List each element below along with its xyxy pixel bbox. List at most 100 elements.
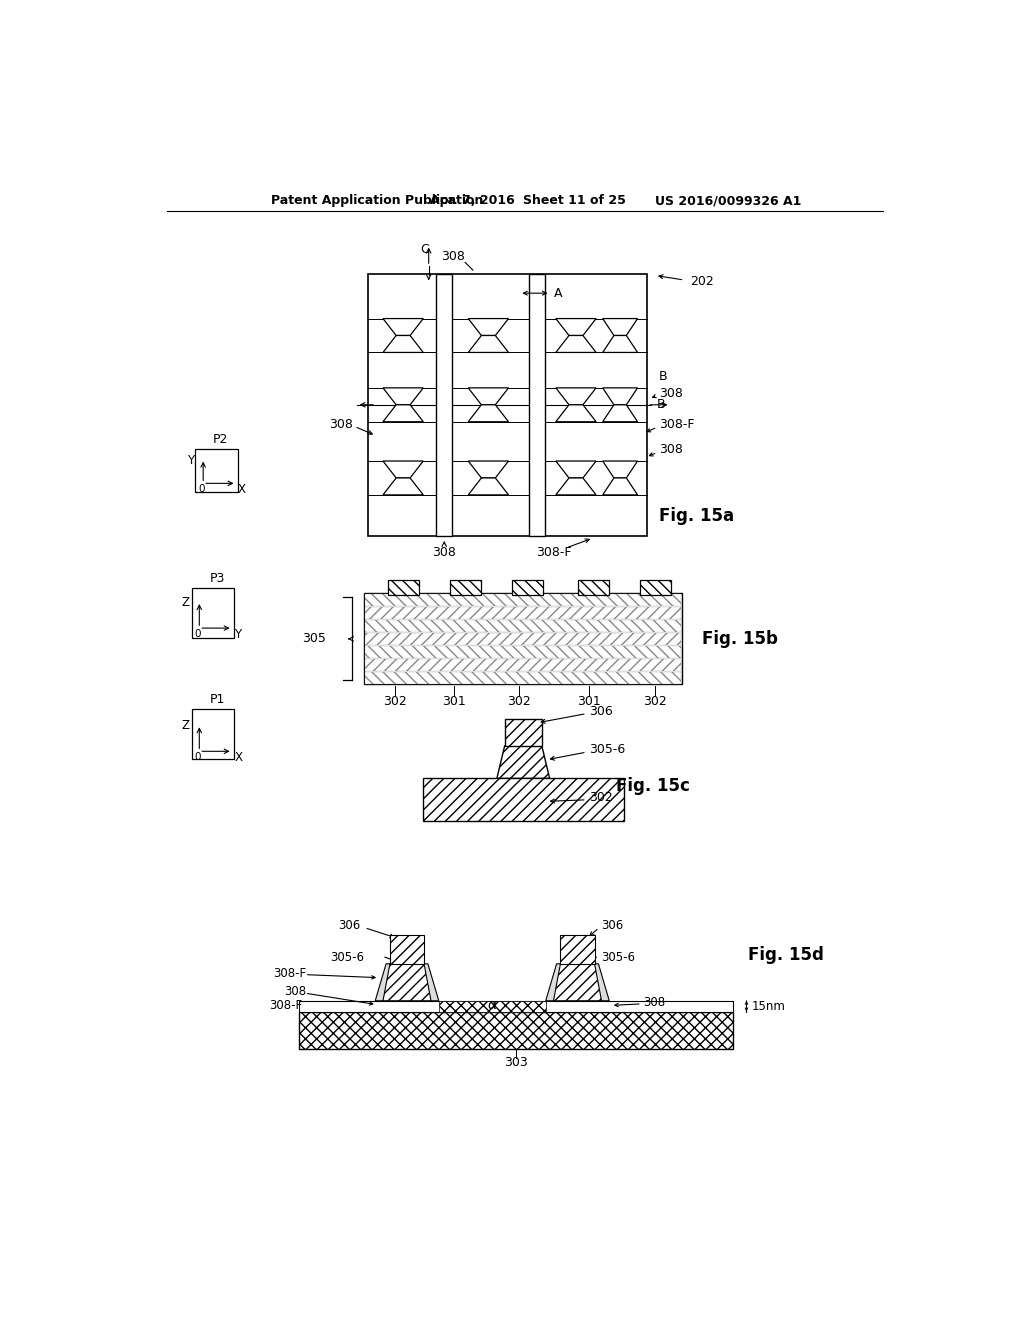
Polygon shape xyxy=(468,478,509,495)
Polygon shape xyxy=(603,461,638,478)
Bar xyxy=(450,579,480,595)
Bar xyxy=(366,645,681,659)
Text: 305-6: 305-6 xyxy=(601,952,635,964)
Text: Y: Y xyxy=(186,454,194,467)
Polygon shape xyxy=(383,318,423,335)
Text: 301: 301 xyxy=(441,694,465,708)
Text: 308: 308 xyxy=(658,444,683,455)
Bar xyxy=(505,719,542,746)
Polygon shape xyxy=(556,388,596,405)
Polygon shape xyxy=(468,461,509,478)
Bar xyxy=(560,935,595,964)
Polygon shape xyxy=(383,405,423,422)
Bar xyxy=(578,579,608,595)
Text: 302: 302 xyxy=(589,791,613,804)
Text: 302: 302 xyxy=(384,694,408,708)
Polygon shape xyxy=(383,388,423,405)
Bar xyxy=(366,659,681,672)
Text: Fig. 15b: Fig. 15b xyxy=(701,630,777,648)
Polygon shape xyxy=(603,478,638,495)
Polygon shape xyxy=(556,461,596,478)
Text: 303: 303 xyxy=(504,1056,527,1069)
Polygon shape xyxy=(603,405,638,422)
Bar xyxy=(640,579,671,595)
Text: 306: 306 xyxy=(601,919,623,932)
Text: Fig. 15d: Fig. 15d xyxy=(748,946,824,965)
Text: Fig. 15a: Fig. 15a xyxy=(658,507,734,525)
Text: C: C xyxy=(421,243,429,256)
Bar xyxy=(191,709,234,759)
Text: 302: 302 xyxy=(643,694,667,708)
Polygon shape xyxy=(556,318,596,335)
Bar xyxy=(388,579,419,595)
Text: 301: 301 xyxy=(578,694,601,708)
Bar xyxy=(191,589,234,638)
Bar xyxy=(299,1001,732,1011)
Text: 308-F: 308-F xyxy=(537,546,572,560)
Polygon shape xyxy=(603,388,638,405)
Text: 302: 302 xyxy=(508,694,531,708)
Polygon shape xyxy=(375,964,438,1001)
Polygon shape xyxy=(497,746,550,779)
Text: 202: 202 xyxy=(690,275,714,288)
Text: X: X xyxy=(238,483,246,496)
Bar xyxy=(299,1011,732,1048)
Text: 305-6: 305-6 xyxy=(589,743,626,756)
Text: 0: 0 xyxy=(195,752,201,763)
Bar xyxy=(366,620,681,632)
Text: 15nm: 15nm xyxy=(752,999,785,1012)
Text: Y: Y xyxy=(234,628,242,640)
Text: 306: 306 xyxy=(338,919,360,932)
Text: 305-6: 305-6 xyxy=(331,952,365,964)
Bar xyxy=(423,779,624,821)
Text: 305: 305 xyxy=(302,632,326,645)
Bar xyxy=(438,1001,546,1011)
Bar xyxy=(512,579,543,595)
Polygon shape xyxy=(603,318,638,335)
Text: Fig. 15c: Fig. 15c xyxy=(616,777,690,795)
Polygon shape xyxy=(468,405,509,422)
Polygon shape xyxy=(468,318,509,335)
Text: US 2016/0099326 A1: US 2016/0099326 A1 xyxy=(655,194,802,207)
Text: 308: 308 xyxy=(329,417,352,430)
Polygon shape xyxy=(546,964,609,1001)
Text: Sheet 11 of 25: Sheet 11 of 25 xyxy=(523,194,626,207)
Text: B: B xyxy=(658,370,668,383)
Polygon shape xyxy=(383,478,423,495)
Bar xyxy=(390,935,424,964)
Bar xyxy=(369,275,647,536)
Text: 308: 308 xyxy=(432,546,456,560)
Polygon shape xyxy=(556,335,596,352)
Text: Patent Application Publication: Patent Application Publication xyxy=(271,194,483,207)
Text: 306: 306 xyxy=(589,705,613,718)
Text: α: α xyxy=(487,998,497,1011)
Text: 308: 308 xyxy=(658,387,683,400)
Text: 308-F: 308-F xyxy=(658,417,694,430)
Text: 0: 0 xyxy=(199,484,205,495)
Polygon shape xyxy=(383,461,423,478)
Bar xyxy=(529,275,545,536)
Polygon shape xyxy=(554,964,601,1001)
Bar xyxy=(365,594,682,684)
Text: B: B xyxy=(656,399,666,412)
Polygon shape xyxy=(383,335,423,352)
Bar xyxy=(436,275,452,536)
Text: 308-F: 308-F xyxy=(269,999,302,1012)
Text: 0: 0 xyxy=(195,630,201,639)
Polygon shape xyxy=(556,405,596,422)
Bar xyxy=(366,594,681,606)
Text: 308: 308 xyxy=(643,995,666,1008)
Text: 308: 308 xyxy=(284,985,306,998)
Bar xyxy=(366,672,681,684)
Text: Apr. 7, 2016: Apr. 7, 2016 xyxy=(430,194,515,207)
Text: P2: P2 xyxy=(213,433,228,446)
Text: 308-F: 308-F xyxy=(273,966,306,979)
Bar xyxy=(366,632,681,645)
Polygon shape xyxy=(603,335,638,352)
Text: A: A xyxy=(554,286,563,300)
Text: 308: 308 xyxy=(441,251,466,264)
Polygon shape xyxy=(468,388,509,405)
Text: P3: P3 xyxy=(209,572,224,585)
Polygon shape xyxy=(468,335,509,352)
Bar xyxy=(196,449,238,492)
